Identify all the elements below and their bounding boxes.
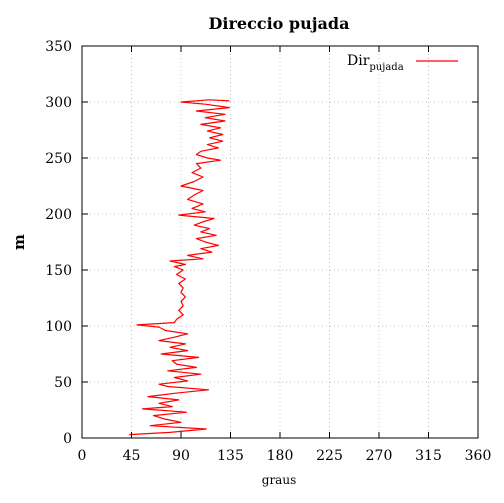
x-tick-label: 0 [78, 448, 87, 464]
legend-label: Dirpujada [347, 53, 404, 73]
x-tick-label: 45 [123, 448, 141, 464]
y-axis-label: m [10, 234, 28, 250]
x-tick-label: 360 [465, 448, 492, 464]
grid-lines [82, 46, 478, 438]
x-tick-label: 135 [217, 448, 244, 464]
series-layer [129, 99, 230, 436]
y-tick-labels: 0 50 100 150 200 250 300 350 [45, 39, 72, 447]
x-tick-label: 180 [267, 448, 294, 464]
legend: Dirpujada [347, 53, 458, 73]
x-tick-label: 225 [316, 448, 343, 464]
x-tick-label: 315 [415, 448, 442, 464]
y-tick-label: 350 [45, 39, 72, 55]
y-tick-label: 250 [45, 151, 72, 167]
y-tick-label: 200 [45, 207, 72, 223]
x-tick-label: 270 [366, 448, 393, 464]
chart-title: Direccio pujada [209, 14, 350, 33]
y-tick-label: 150 [45, 263, 72, 279]
x-tick-labels: 0 45 90 135 180 225 270 315 360 [78, 448, 492, 464]
x-tick-label: 90 [172, 448, 190, 464]
y-tick-label: 50 [54, 375, 72, 391]
y-tick-label: 0 [63, 431, 72, 447]
series-line [129, 99, 230, 436]
tick-marks [81, 45, 479, 439]
x-axis-label: graus [262, 473, 296, 487]
y-tick-label: 100 [45, 319, 72, 335]
legend-label-sub: pujada [369, 62, 403, 73]
y-tick-label: 300 [45, 95, 72, 111]
legend-label-main: Dir [347, 53, 370, 69]
